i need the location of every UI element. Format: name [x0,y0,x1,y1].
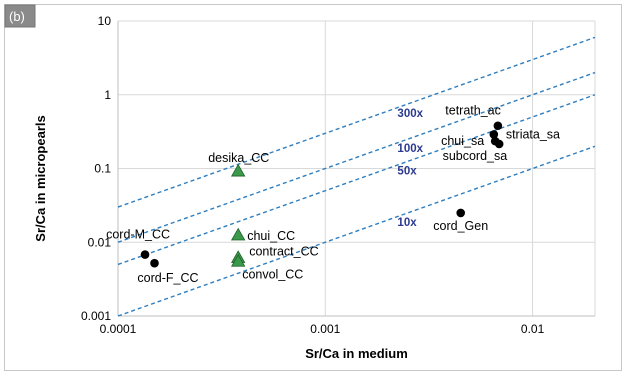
point-striata_sa [489,130,499,139]
x-tick-label: 0.01 [521,322,545,336]
point-label: desika_CC [208,151,269,165]
point-label: chui_CC [247,229,295,243]
y-axis-title: Sr/Ca in micropearls [33,115,48,241]
point-desika_CC [230,163,246,177]
point-subcord_sa [494,139,504,149]
reference-line-label: 50x [397,165,417,177]
point-label: chui_sa [441,134,484,148]
reference-line-50x [117,94,596,266]
panel-badge: (b) [4,4,36,28]
point-cord_Gen [456,208,466,218]
point-cord-F_CC [150,258,159,268]
point-tetrath_ac [493,121,503,131]
reference-line-label: 300x [397,108,423,120]
point-label: cord-F_CC [137,271,198,285]
y-tick-label: 0.01 [88,235,112,249]
panel-label-box [4,4,36,28]
x-tick-label: 0.001 [310,322,340,336]
reference-line-label: 10x [397,217,417,229]
y-tick-label: 0.001 [81,309,111,323]
data-points: desika_CC chui_CC contract_CC convol_CC cord… [106,104,560,285]
point-label: contract_CC [249,245,318,259]
reference-line-100x [117,71,596,243]
x-axis-title: Sr/Ca in medium [305,346,408,361]
point-label: cord_Gen [433,219,488,233]
panel-label: (b) [9,9,25,24]
y-tick-label: 10 [98,14,112,28]
reference-line-10x [117,145,596,317]
chart-frame [4,4,622,371]
point-label: striata_sa [506,127,560,141]
point-label: subcord_sa [443,149,508,163]
point-cord-M_CC [140,250,150,259]
reference-line-300x [117,36,596,208]
y-tick-label: 0.1 [94,162,111,176]
reference-lines: 300x 100x 50x 10x [117,36,596,317]
point-label: convol_CC [242,267,303,281]
point-label: tetrath_ac [445,104,501,118]
point-chui_CC [230,227,246,241]
y-tick-label: 1 [104,88,111,102]
x-tick-label: 0.0001 [100,322,137,336]
point-label: cord-M_CC [106,228,170,242]
reference-line-label: 100x [397,143,423,155]
point-convol_CC [230,254,246,267]
